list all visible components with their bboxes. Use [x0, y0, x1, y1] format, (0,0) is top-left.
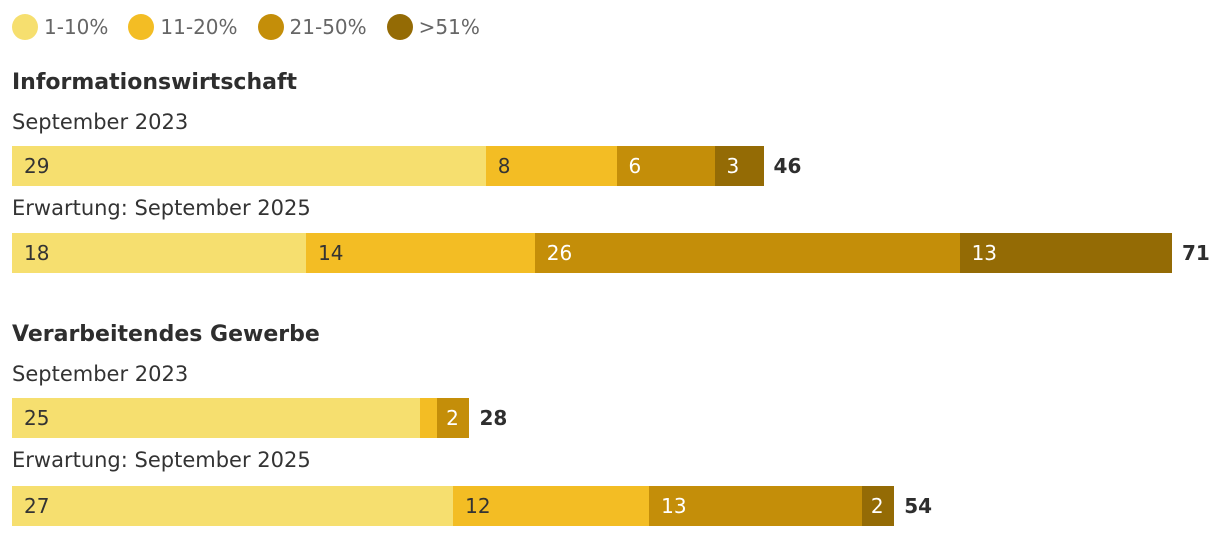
bar-segment-label: 27	[24, 494, 50, 518]
bar-segment: 25	[12, 398, 421, 438]
bar-segment-label: 13	[661, 494, 687, 518]
legend-swatch-icon	[12, 14, 38, 40]
bar-row: 25 2	[12, 398, 470, 438]
legend-swatch-icon	[257, 14, 284, 40]
legend-item-11-20: 11-20%	[128, 14, 238, 40]
legend-label: >51%	[418, 15, 480, 39]
legend: 1-10% 11-20% 21-50% >51%	[12, 12, 500, 42]
bar-total: 71	[1182, 241, 1210, 265]
legend-swatch-icon	[128, 14, 155, 40]
bar-segment: 8	[485, 146, 617, 186]
bar-row: 27 12 13 2	[12, 486, 895, 526]
bar-segment: 18	[12, 233, 307, 273]
row-label: Erwartung: September 2025	[12, 448, 311, 472]
bar-segment: 6	[616, 146, 715, 186]
legend-label: 11-20%	[160, 15, 238, 39]
bar-segment-label: 18	[24, 241, 50, 265]
bar-total: 28	[479, 406, 508, 430]
bar-segment: 12	[453, 486, 650, 526]
bar-segment-label: 6	[628, 154, 642, 178]
bar-segment: 2	[861, 486, 895, 526]
row-label: September 2023	[12, 362, 189, 386]
bar-segment	[420, 398, 437, 438]
group-title-verarbeitendes-gewerbe: Verarbeitendes Gewerbe	[12, 322, 320, 347]
bar-row: 29 8 6 3	[12, 146, 764, 186]
group-title-informationswirtschaft: Informationswirtschaft	[12, 70, 298, 95]
bar-segment: 26	[534, 233, 960, 273]
bar-segment: 3	[714, 146, 764, 186]
legend-swatch-icon	[386, 14, 413, 40]
bar-total: 46	[773, 154, 802, 178]
bar-segment-label: 13	[971, 241, 998, 265]
bar-segment-label: 12	[465, 494, 491, 518]
bar-segment-label: 2	[870, 494, 884, 518]
bar-total: 54	[904, 494, 933, 518]
bar-segment-label: 26	[546, 241, 573, 265]
bar-segment: 14	[306, 233, 535, 273]
bar-segment: 27	[12, 486, 454, 526]
bar-segment: 13	[649, 486, 862, 526]
bar-segment-label: 14	[318, 241, 344, 265]
bar-segment-label: 2	[446, 406, 459, 430]
row-label: Erwartung: September 2025	[12, 196, 311, 220]
bar-segment-label: 25	[24, 406, 50, 430]
legend-item-1-10: 1-10%	[12, 14, 108, 40]
bar-row: 18 14 26 13	[12, 233, 1172, 273]
legend-item-21-50: 21-50%	[257, 14, 367, 40]
bar-segment-label: 3	[726, 154, 740, 178]
legend-label: 21-50%	[289, 15, 367, 39]
row-label: September 2023	[12, 110, 189, 134]
bar-segment-label: 8	[497, 154, 511, 178]
bar-segment: 2	[436, 398, 470, 438]
legend-item-over-51: >51%	[386, 14, 480, 40]
bar-segment-label: 29	[24, 154, 50, 178]
bar-segment: 13	[959, 233, 1172, 273]
bar-segment: 29	[12, 146, 486, 186]
legend-label: 1-10%	[44, 15, 109, 39]
